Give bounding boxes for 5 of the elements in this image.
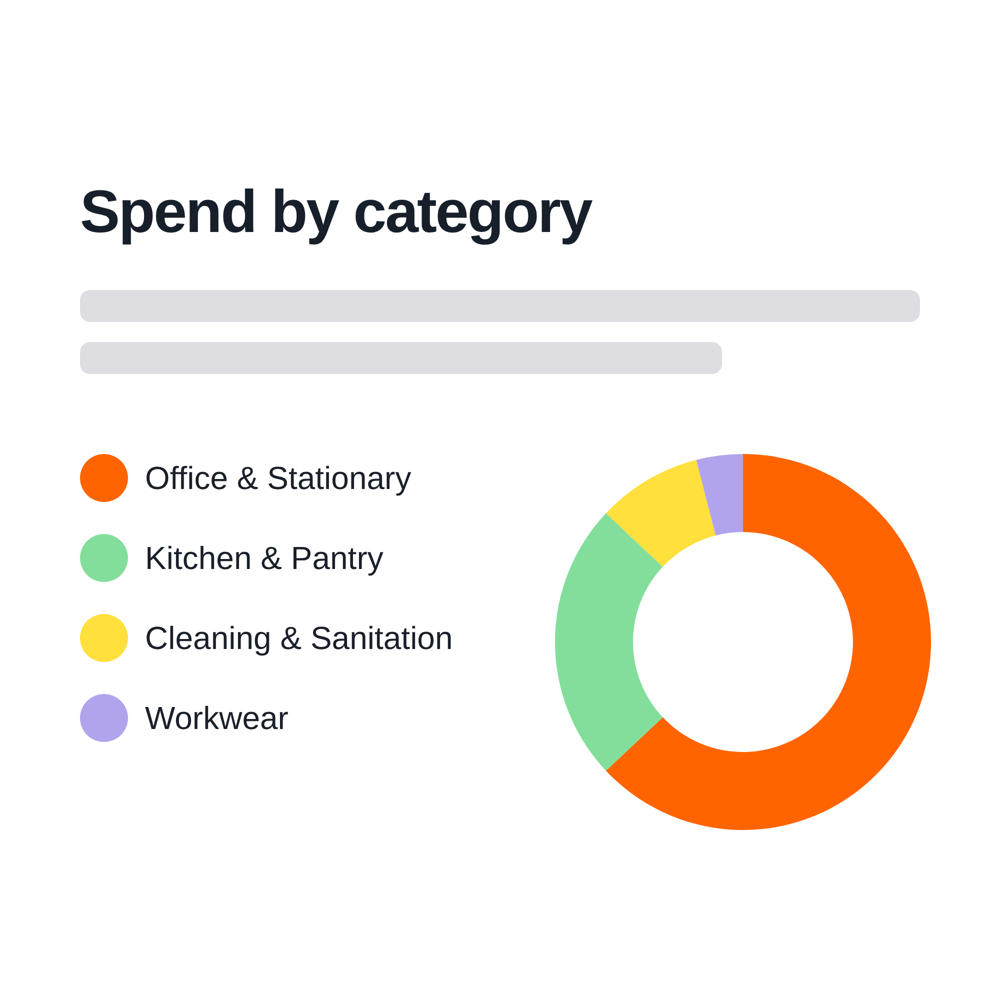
legend-label: Kitchen & Pantry: [145, 540, 384, 576]
legend-label: Workwear: [145, 700, 288, 736]
legend-label: Cleaning & Sanitation: [145, 620, 453, 656]
legend-label: Office & Stationary: [145, 460, 412, 496]
chart-title: Spend by category: [80, 177, 592, 247]
